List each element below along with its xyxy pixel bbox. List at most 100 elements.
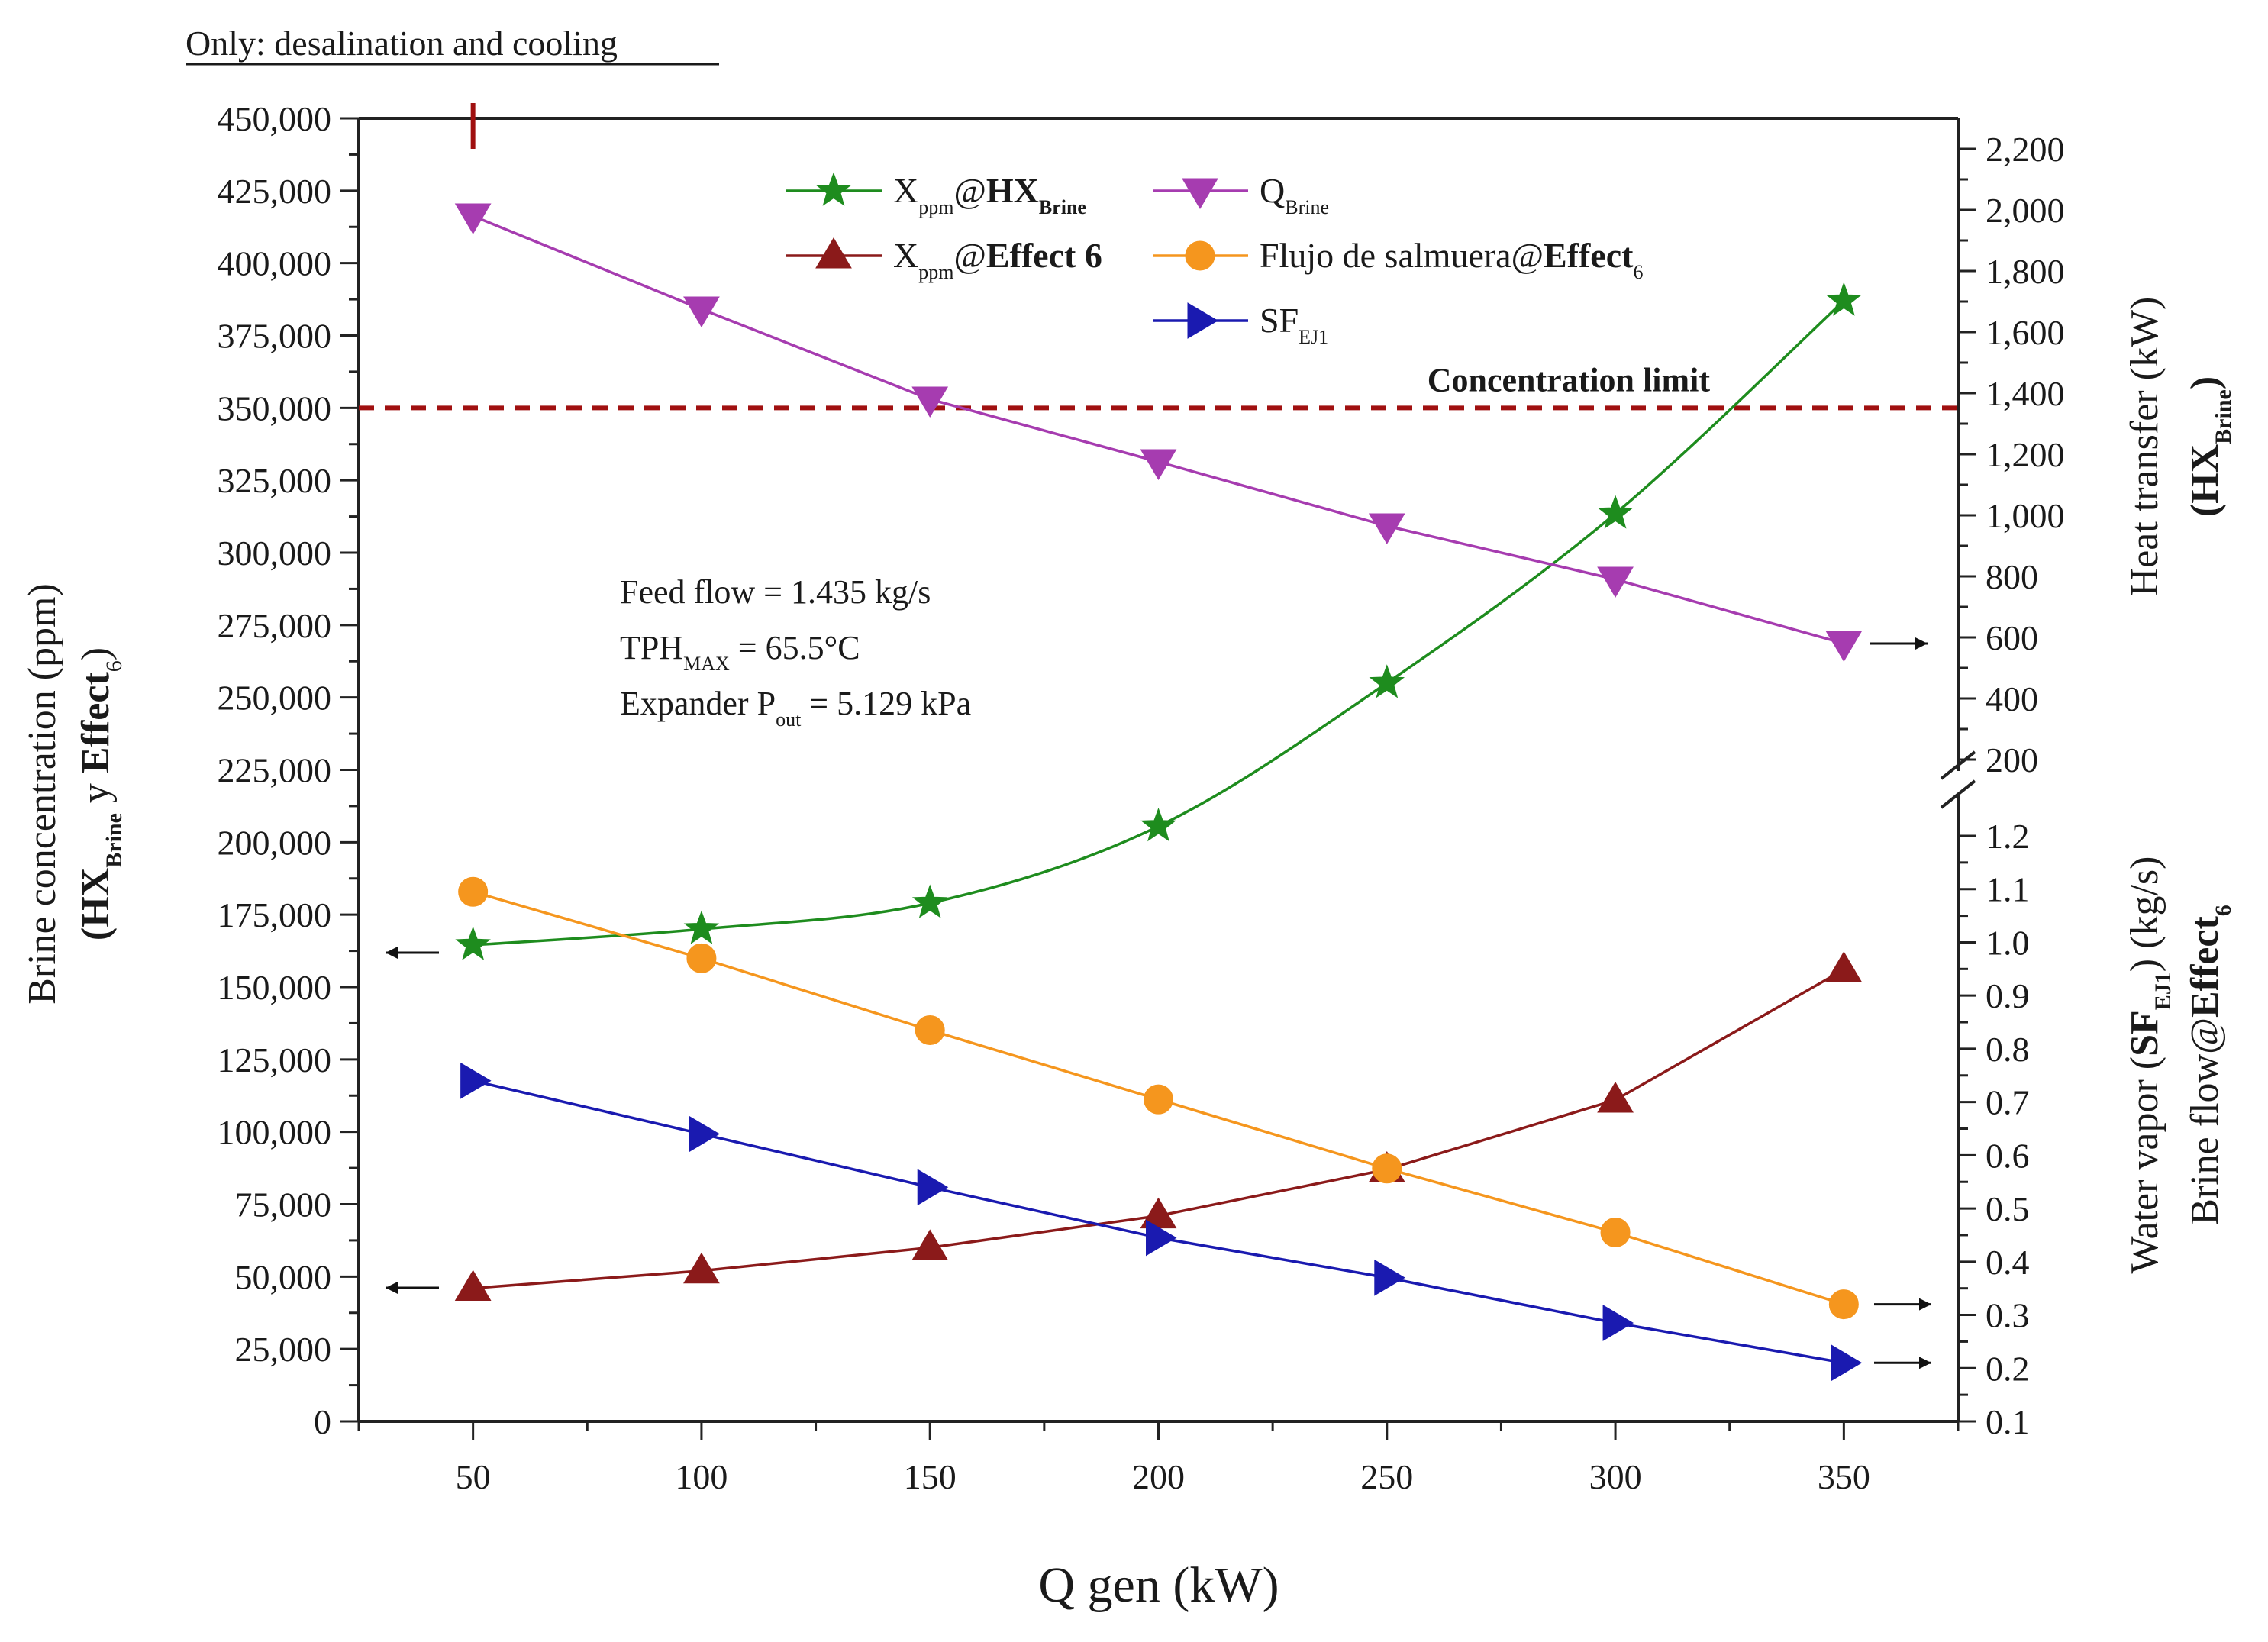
- y-left-title-line1: Brine concentration (ppm): [21, 583, 64, 1005]
- y-left-tick-label: 250,000: [218, 679, 332, 718]
- y-right-lower-tick-label: 1.1: [1986, 870, 2030, 909]
- annotation-line: TPHMAX = 65.5°C: [620, 629, 860, 675]
- axis-break-mark: [1940, 750, 1976, 780]
- y-left-tick-label: 50,000: [235, 1257, 332, 1296]
- y-right-lower-tick-label: 1.2: [1986, 817, 2030, 856]
- legend-label-Flujo de salmuera@Effect_6: Flujo de salmuera@Effect6: [1260, 236, 1643, 283]
- y-left-tick-label: 375,000: [218, 317, 332, 356]
- legend-marker-X_ppm@HX_Brine: [815, 172, 852, 206]
- x-axis-title: Q gen (kW): [1038, 1557, 1279, 1613]
- y-right-upper-tick-label: 1,400: [1986, 374, 2065, 413]
- y-right-lower-tick-label: 0.7: [1986, 1083, 2030, 1122]
- data-point-Flujo de salmuera@Effect_6: [1144, 1084, 1173, 1115]
- y-right-upper-tick-label: 400: [1986, 679, 2038, 718]
- legend-marker-Q_Brine: [1182, 178, 1218, 209]
- y-right-lower-tick-label: 0.6: [1986, 1136, 2030, 1175]
- x-tick-label: 350: [1818, 1457, 1870, 1496]
- y-right-upper-tick-label: 1,800: [1986, 252, 2065, 291]
- y-left-tick-label: 400,000: [218, 244, 332, 283]
- data-point-Flujo de salmuera@Effect_6: [1828, 1289, 1859, 1320]
- data-point-Flujo de salmuera@Effect_6: [686, 943, 717, 973]
- data-point-X_ppm@Effect 6: [1597, 1081, 1634, 1113]
- y-left-tick-label: 425,000: [218, 172, 332, 211]
- y-left-tick-label: 450,000: [218, 99, 332, 138]
- annotation-line: Expander Pout = 5.129 kPa: [620, 685, 971, 731]
- y-left-tick-label: 300,000: [218, 534, 332, 573]
- left-axis-arrow-effect6-head: [386, 1282, 398, 1294]
- legend: Xppm@HXBrine QBrine Xppm@Effect 6 Flujo de …: [786, 171, 1643, 348]
- data-point-SF_EJ1: [1146, 1219, 1177, 1257]
- y-left-tick-label: 225,000: [218, 751, 332, 790]
- data-point-X_ppm@HX_Brine: [1369, 664, 1405, 698]
- data-point-SF_EJ1: [1374, 1259, 1405, 1296]
- y-right-lower-tick-label: 0.4: [1986, 1243, 2030, 1282]
- y-right-upper-tick-label: 600: [1986, 618, 2038, 657]
- y-left-tick-label: 75,000: [235, 1186, 332, 1224]
- data-point-Q_Brine: [1597, 566, 1634, 598]
- data-point-X_ppm@HX_Brine: [911, 884, 948, 918]
- y-left-tick-label: 325,000: [218, 461, 332, 500]
- data-point-Flujo de salmuera@Effect_6: [1372, 1153, 1402, 1184]
- y-right-lower-tick-label: 0.1: [1986, 1402, 2030, 1441]
- y-right-lower-title-line1: Water vapor (SFEJ1) (kg/s): [2123, 856, 2176, 1274]
- legend-marker-SF_EJ1: [1187, 302, 1218, 339]
- y-right-upper-tick-label: 200: [1986, 740, 2038, 779]
- right-axis-arrow-flujo-head: [1919, 1298, 1931, 1311]
- data-point-SF_EJ1: [1602, 1305, 1634, 1341]
- y-right-upper-tick-label: 1,200: [1986, 435, 2065, 474]
- data-point-Q_Brine: [683, 296, 720, 327]
- legend-marker-Flujo de salmuera@Effect_6: [1185, 240, 1215, 271]
- legend-label-X_ppm@HX_Brine: Xppm@HXBrine: [893, 171, 1086, 218]
- data-point-Q_Brine: [1140, 449, 1177, 480]
- legend-label-X_ppm@Effect 6: Xppm@Effect 6: [893, 236, 1102, 283]
- y-left-tick-label: 125,000: [218, 1040, 332, 1079]
- data-point-X_ppm@HX_Brine: [1140, 808, 1176, 842]
- series-SF_EJ1: [460, 1062, 1863, 1382]
- data-point-Flujo de salmuera@Effect_6: [915, 1015, 945, 1046]
- annotations: Feed flow = 1.435 kg/s TPHMAX = 65.5°C Exp…: [620, 573, 971, 731]
- data-point-SF_EJ1: [1831, 1344, 1863, 1382]
- y-right-lower-tick-label: 0.8: [1986, 1030, 2030, 1069]
- series-X_ppm@HX_Brine: [455, 282, 1862, 960]
- data-point-SF_EJ1: [689, 1115, 720, 1153]
- y-left-tick-label: 275,000: [218, 606, 332, 645]
- y-left-tick-label: 100,000: [218, 1113, 332, 1152]
- axes-frame: [340, 117, 1976, 1440]
- data-point-Q_Brine: [454, 203, 492, 234]
- data-point-Q_Brine: [911, 386, 949, 418]
- x-tick-label: 150: [904, 1457, 957, 1496]
- y-right-upper-title-line1: Heat transfer (kW): [2123, 297, 2166, 597]
- y-right-lower-tick-label: 0.2: [1986, 1349, 2030, 1388]
- x-tick-label: 300: [1589, 1457, 1642, 1496]
- right-axis-arrow-sf-head: [1919, 1357, 1931, 1369]
- concentration-limit-label: Concentration limit: [1428, 361, 1711, 398]
- legend-label-SF_EJ1: SFEJ1: [1260, 301, 1328, 348]
- y-right-lower-tick-label: 1.0: [1986, 923, 2030, 962]
- data-point-X_ppm@Effect 6: [911, 1229, 949, 1260]
- series-X_ppm@Effect 6: [454, 951, 1863, 1302]
- y-left-tick-label: 150,000: [218, 968, 332, 1007]
- data-point-Q_Brine: [1368, 513, 1405, 544]
- x-tick-label: 100: [675, 1457, 728, 1496]
- data-point-X_ppm@Effect 6: [1825, 951, 1863, 982]
- y-right-lower-title-line2: Brine flow@Effect6: [2183, 905, 2236, 1225]
- data-point-X_ppm@Effect 6: [454, 1269, 492, 1302]
- y-left-title-line2: (HXBrine y Effect6): [74, 647, 127, 940]
- series-Flujo de salmuera@Effect_6: [458, 876, 1859, 1320]
- y-left-tick-label: 0: [314, 1402, 331, 1441]
- data-point-SF_EJ1: [917, 1169, 949, 1206]
- legend-marker-X_ppm@Effect 6: [815, 237, 852, 269]
- data-point-X_ppm@Effect 6: [683, 1252, 720, 1284]
- y-right-lower-tick-label: 0.5: [1986, 1189, 2030, 1228]
- y-right-upper-tick-label: 800: [1986, 557, 2038, 596]
- y-left-tick-label: 200,000: [218, 823, 332, 862]
- y-right-upper-tick-label: 2,200: [1986, 130, 2065, 169]
- x-tick-label: 50: [456, 1457, 491, 1496]
- annotation-line: Feed flow = 1.435 kg/s: [620, 573, 931, 611]
- series-Q_Brine: [454, 203, 1863, 662]
- y-right-upper-tick-label: 1,000: [1986, 496, 2065, 535]
- data-point-X_ppm@HX_Brine: [683, 910, 720, 944]
- y-right-upper-tick-label: 2,000: [1986, 191, 2065, 230]
- y-right-upper-title-line2: (HXBrine): [2183, 376, 2236, 517]
